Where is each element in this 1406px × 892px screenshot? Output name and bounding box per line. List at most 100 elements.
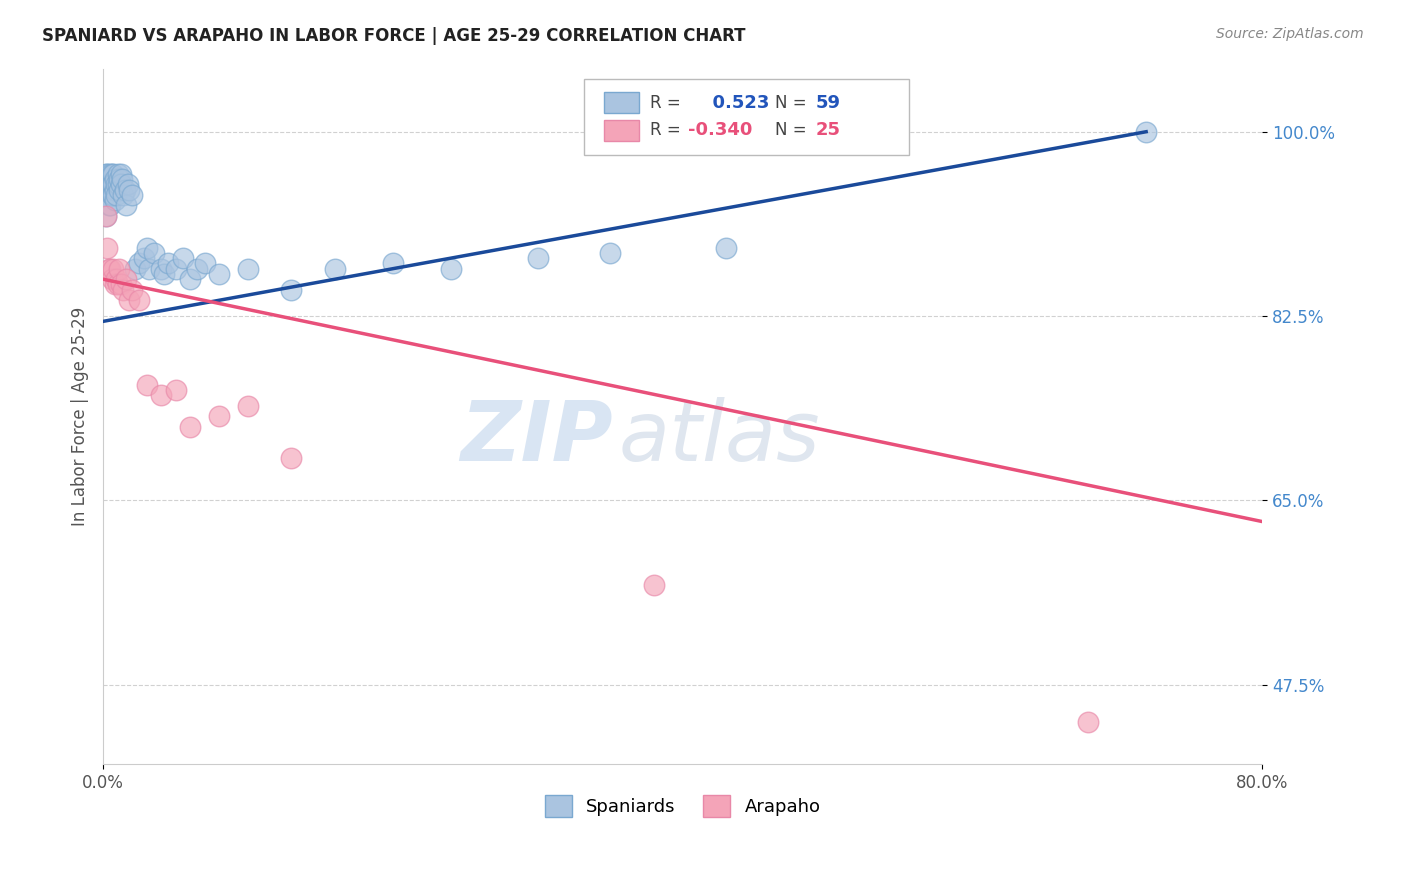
Point [111,172,134,186]
Point [142,245,165,260]
Point [107,178,129,192]
Point [186,261,208,276]
Point [101,188,124,202]
Y-axis label: In Labor Force | Age 25-29: In Labor Force | Age 25-29 [72,307,89,525]
Point [115,272,138,286]
Point [100,261,122,276]
Point [96,178,118,192]
Point [135,241,157,255]
Point [100,198,122,212]
Point [105,178,128,192]
Point [165,261,187,276]
Point [440,261,463,276]
Point [179,419,201,434]
Point [110,178,132,192]
Point [112,283,135,297]
Point [128,293,150,308]
Point [100,167,122,181]
Point [97,188,120,202]
Point [172,251,194,265]
Point [128,256,150,270]
Point [124,261,146,276]
Point [97,198,120,212]
Text: 25: 25 [815,121,841,139]
Point [114,183,136,197]
Point [280,283,302,297]
Point [94,167,117,181]
Point [107,277,129,292]
Point [381,256,404,270]
Text: N =: N = [775,121,807,139]
Text: -0.340: -0.340 [689,121,752,139]
Point [97,261,120,276]
Point [150,261,173,276]
Point [105,188,128,202]
Point [121,283,143,297]
Bar [603,92,638,113]
Point [236,261,259,276]
Point [117,178,139,192]
Point [526,251,548,265]
Point [135,377,157,392]
Point [193,256,215,270]
Point [236,399,259,413]
Point [96,167,118,181]
Point [94,209,117,223]
Text: N =: N = [775,94,807,112]
Point [96,241,118,255]
Legend: Spaniards, Arapaho: Spaniards, Arapaho [537,788,828,824]
Point [115,198,138,212]
Bar [603,120,638,141]
Text: 59: 59 [815,94,841,112]
Point [118,293,141,308]
Point [643,578,665,592]
Text: ZIP: ZIP [460,397,613,477]
Point [94,209,117,223]
Point [599,245,621,260]
Text: 0.523: 0.523 [700,94,769,112]
Point [208,409,231,424]
Point [103,167,125,181]
Point [110,277,132,292]
Point [108,261,131,276]
Point [112,188,135,202]
Text: R =: R = [650,121,681,139]
Point [132,251,155,265]
Point [150,388,173,402]
Point [714,241,737,255]
Point [101,178,124,192]
Point [108,183,131,197]
Point [165,383,187,397]
Point [121,188,143,202]
Point [104,277,127,292]
Point [1077,714,1099,729]
Point [94,188,117,202]
Point [107,167,129,181]
Point [153,267,176,281]
Point [118,183,141,197]
Point [105,272,128,286]
Point [101,272,124,286]
Text: SPANIARD VS ARAPAHO IN LABOR FORCE | AGE 25-29 CORRELATION CHART: SPANIARD VS ARAPAHO IN LABOR FORCE | AGE… [42,27,745,45]
Point [103,178,125,192]
Text: atlas: atlas [619,397,821,477]
FancyBboxPatch shape [583,79,908,155]
Point [138,261,160,276]
Point [108,172,131,186]
Text: Source: ZipAtlas.com: Source: ZipAtlas.com [1216,27,1364,41]
Point [104,193,127,207]
Point [104,172,127,186]
Point [103,261,125,276]
Text: R =: R = [650,94,681,112]
Point [110,167,132,181]
Point [280,451,302,466]
Point [104,183,127,197]
Point [97,178,120,192]
Point [157,256,180,270]
Point [179,272,201,286]
Point [208,267,231,281]
Point [101,167,124,181]
Point [100,178,122,192]
Point [1135,125,1157,139]
Point [323,261,346,276]
